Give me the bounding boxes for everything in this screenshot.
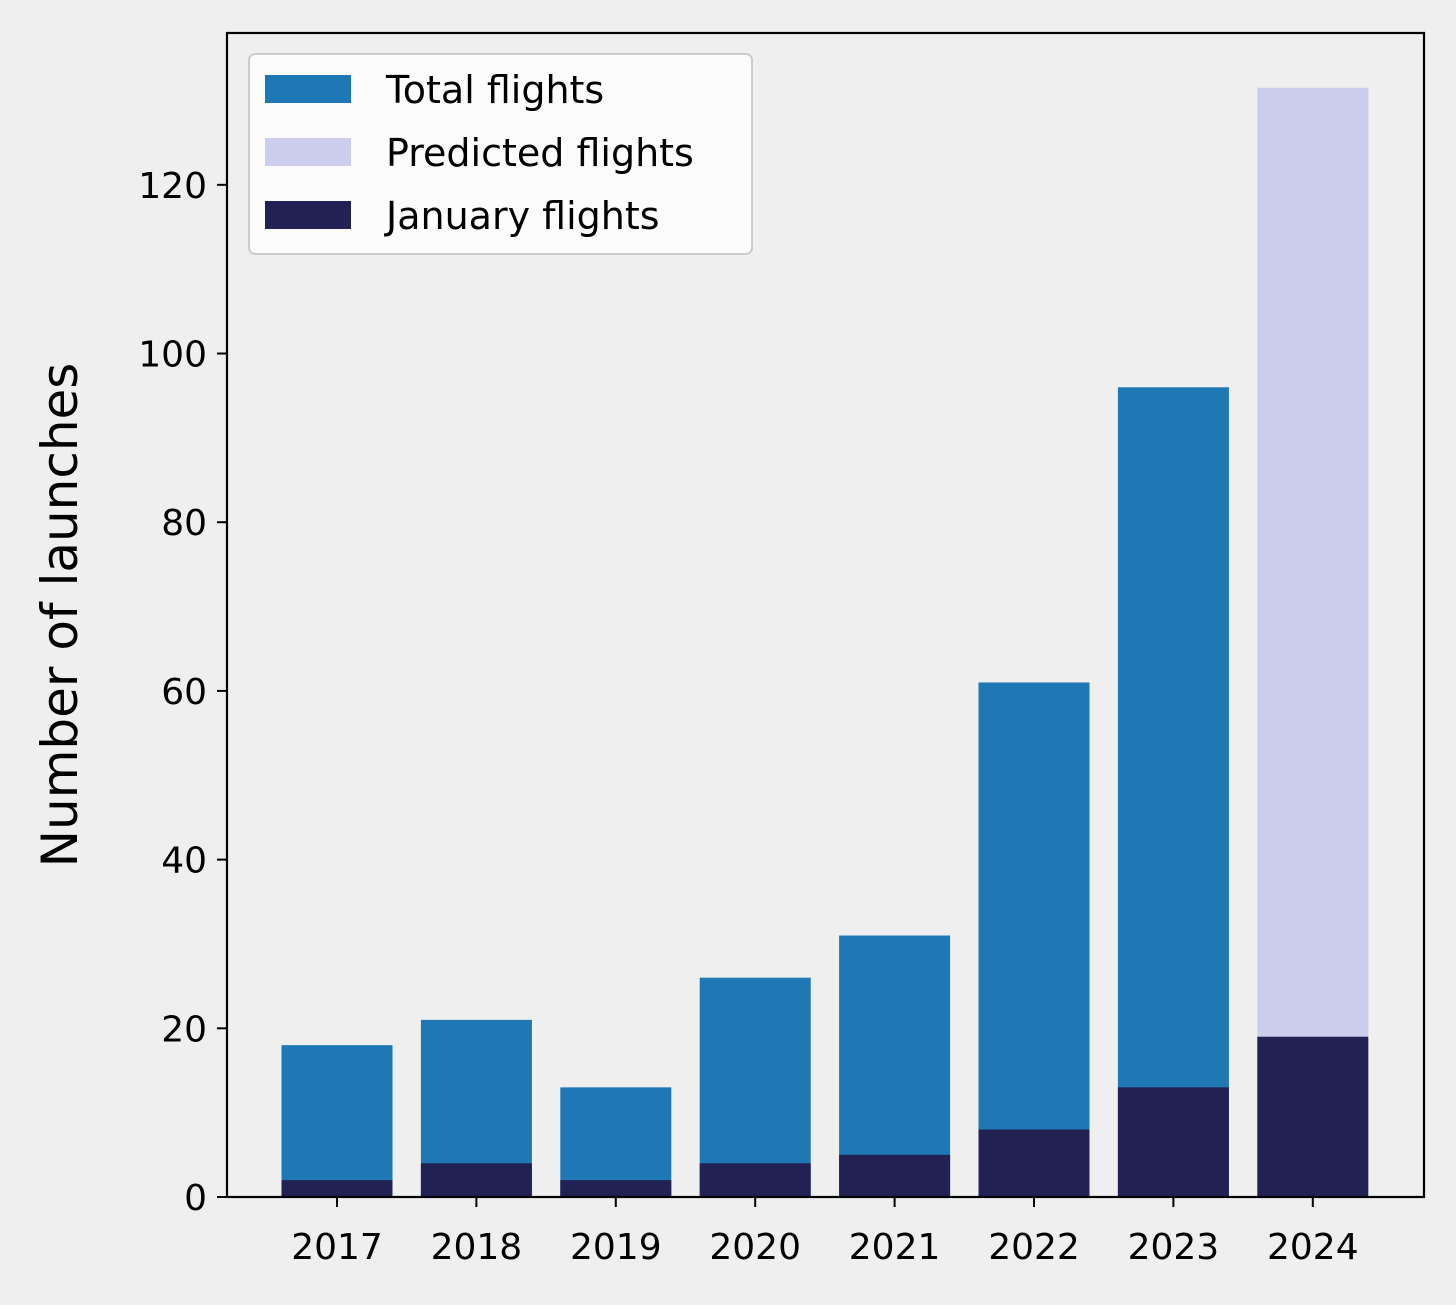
predicted-flights-bar-2024 — [1257, 87, 1369, 1198]
january-flights-bar-2022 — [978, 1129, 1090, 1197]
legend-label-total-flights: Total flights — [385, 68, 604, 112]
y-tick-label-0: 0 — [184, 1178, 207, 1219]
january-flights-bar-2023 — [1117, 1087, 1229, 1197]
total-flights-bar-2019 — [560, 1087, 672, 1197]
x-tick-label-2023: 2023 — [1128, 1227, 1220, 1268]
legend: Total flights Predicted flights January fl… — [248, 53, 753, 255]
y-tick-label-80: 80 — [161, 503, 207, 544]
january-flights-bar-2017 — [281, 1180, 393, 1197]
x-tick-label-2021: 2021 — [849, 1227, 941, 1268]
total-flights-bar-2023 — [1117, 387, 1229, 1197]
legend-label-january-flights: January flights — [384, 194, 660, 238]
x-tick-label-2024: 2024 — [1267, 1227, 1359, 1268]
x-tick-label-2019: 2019 — [570, 1227, 662, 1268]
january-flights-bar-2021 — [839, 1154, 951, 1197]
bars-layer — [281, 87, 1369, 1198]
y-tick-label-100: 100 — [138, 335, 207, 376]
january-flights-bar-2020 — [699, 1163, 811, 1197]
total-flights-bar-2021 — [839, 935, 951, 1197]
y-tick-label-60: 60 — [161, 672, 207, 713]
axes-layer: 0 20 40 60 80 100 120 2017 2018 2019 2020 2021 2022 2… — [138, 31, 1426, 1268]
plot-frame — [225, 31, 1426, 1199]
january-flights-bar-2019 — [560, 1180, 672, 1197]
y-tick-label-40: 40 — [161, 841, 207, 882]
x-tick-label-2017: 2017 — [291, 1227, 383, 1268]
total-flights-bar-2022 — [978, 682, 1090, 1197]
legend-swatch-january-flights — [265, 201, 351, 229]
y-axis-label: Number of launches — [31, 363, 89, 868]
legend-swatch-total-flights — [265, 75, 351, 103]
y-tick-label-20: 20 — [161, 1009, 207, 1050]
y-tick-label-120: 120 — [138, 166, 207, 207]
legend-swatch-predicted-flights — [265, 138, 351, 166]
total-flights-bar-2017 — [281, 1045, 393, 1197]
legend-box — [248, 53, 753, 255]
january-flights-bar-2018 — [420, 1163, 532, 1197]
x-tick-label-2020: 2020 — [709, 1227, 801, 1268]
legend-label-predicted-flights: Predicted flights — [386, 131, 694, 175]
january-flights-bar-2024 — [1257, 1036, 1369, 1197]
x-tick-label-2018: 2018 — [431, 1227, 523, 1268]
total-flights-bar-2020 — [699, 977, 811, 1197]
x-tick-label-2022: 2022 — [988, 1227, 1080, 1268]
